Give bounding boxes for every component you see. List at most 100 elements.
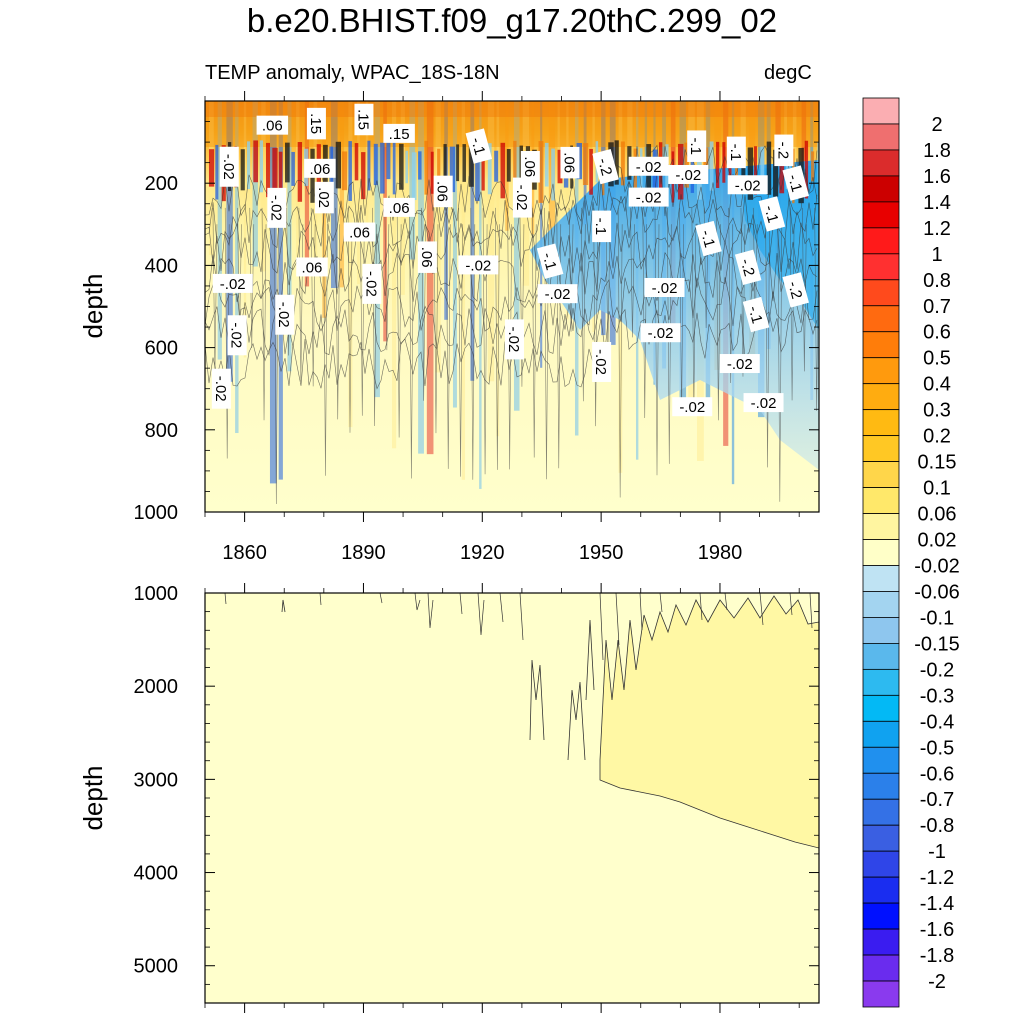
thermocline-stripe xyxy=(418,151,422,180)
colorbar-label: -1.2 xyxy=(920,867,954,889)
anomaly-stripe xyxy=(557,101,560,299)
contour-spike xyxy=(409,207,414,479)
anomaly-stripe xyxy=(252,101,258,267)
contour-label-text: .02 xyxy=(315,187,332,208)
contour-spike xyxy=(445,207,451,469)
y-tick-label: 200 xyxy=(145,173,178,195)
contour-label: .06 xyxy=(417,241,437,273)
anomaly-stripe xyxy=(461,101,466,480)
warm-surface-top xyxy=(205,101,819,117)
contour-label-box xyxy=(628,156,669,176)
contour-label-text: -.1 xyxy=(539,251,560,272)
contour-spike xyxy=(802,207,807,372)
anomaly-stripe xyxy=(269,101,277,484)
colorbar-label: -0.6 xyxy=(920,763,954,785)
contour-label-text: -.02 xyxy=(362,271,379,297)
contour-label-box xyxy=(672,397,713,417)
thermocline-stripe xyxy=(278,151,283,199)
colorbar-box xyxy=(862,409,900,437)
colorbar-box xyxy=(862,123,900,151)
thermocline-stripe xyxy=(760,146,765,186)
contour-label: .06 xyxy=(256,115,289,135)
anomaly-stripe xyxy=(391,101,397,449)
contour-label: -.02 xyxy=(628,156,669,176)
contour-label: -.02 xyxy=(362,263,382,304)
y-tick-label: 3000 xyxy=(134,769,179,791)
contour-label: .06 xyxy=(343,222,376,242)
contour-label-text: -.2 xyxy=(737,257,758,278)
contour-label: -.02 xyxy=(211,368,231,409)
thermocline-stripe xyxy=(804,140,809,199)
contour-label-text: .15 xyxy=(389,126,410,143)
colorbar-label: -0.06 xyxy=(914,581,960,603)
contour-label-text: -.02 xyxy=(679,399,705,416)
contour-label: -.1 xyxy=(536,243,564,279)
contour-label-box xyxy=(314,181,334,214)
contour-label: .06 xyxy=(296,257,328,277)
colorbar-label: -1.8 xyxy=(920,945,954,967)
lower-x-axis xyxy=(204,583,800,1013)
thermocline-stripe xyxy=(544,142,549,187)
contour-label-box xyxy=(211,368,231,409)
colorbar-label: -1.4 xyxy=(920,893,954,915)
contour-label-box xyxy=(219,146,239,187)
anomaly-stripe xyxy=(566,101,569,320)
contour-spike xyxy=(396,207,402,438)
colorbar-label: 0.6 xyxy=(923,322,951,344)
thermocline-stripe xyxy=(373,143,378,186)
thermocline-stripe xyxy=(779,148,785,194)
thermocline-stripe xyxy=(456,144,460,182)
colorbar-box xyxy=(862,902,900,930)
contour-label-box xyxy=(695,220,722,257)
contour-label-text: -.02 xyxy=(675,167,701,184)
contour-label-box xyxy=(304,158,336,178)
colorbar-box xyxy=(862,383,900,411)
thermocline-stripe xyxy=(291,151,295,186)
colorbar-box xyxy=(862,694,900,722)
thermocline-stripe xyxy=(652,149,658,203)
thermocline-stripe xyxy=(380,142,385,194)
anomaly-stripe xyxy=(287,101,292,372)
lower-y-axis-label: depth xyxy=(78,765,108,830)
contour-label-box xyxy=(354,103,374,136)
colorbar-label: -0.15 xyxy=(914,633,960,655)
contour-line xyxy=(205,144,818,225)
y-tick-label: 4000 xyxy=(134,863,179,885)
contour-label-text: .06 xyxy=(309,161,330,178)
contour-spike xyxy=(470,207,476,480)
contour-label: -.02 xyxy=(219,146,239,187)
contour-labels: .06.15.15.15-.02.06-.1.06.06 -.2 -.02-.1 -.… xyxy=(211,103,809,417)
contour-label-text: .06 xyxy=(434,181,451,202)
colorbar-box xyxy=(862,746,900,774)
thermocline-stripe xyxy=(557,149,563,184)
colorbar-label: -2 xyxy=(928,971,946,993)
contour-label-box xyxy=(343,222,376,242)
contour-label: -.1 xyxy=(758,196,786,232)
chart-title: b.e20.BHIST.f09_g17.20thC.299_02 xyxy=(246,2,778,39)
colorbar-label: 1.6 xyxy=(923,166,951,188)
contour-label-box xyxy=(668,164,709,184)
thermocline-stripe xyxy=(487,143,492,195)
contour-label-text: -.2 xyxy=(594,156,615,177)
thermocline-stripe xyxy=(766,141,772,195)
contour-label-box xyxy=(417,241,437,273)
contour-label: -.02 xyxy=(743,393,784,413)
colorbar-label: 1 xyxy=(931,244,942,266)
contour-label-text: -.1 xyxy=(592,218,609,236)
contour-label-box xyxy=(727,175,768,195)
upper-y-axis: 200 400 600 800 1000 xyxy=(134,121,819,524)
contour-label: .15 xyxy=(354,103,374,136)
contour-label-box xyxy=(362,263,382,304)
thermocline-stripe xyxy=(811,151,815,182)
y-tick-label: 2000 xyxy=(134,676,179,698)
contour-label-box xyxy=(256,115,289,135)
thermocline-stripe xyxy=(272,147,278,201)
thermocline-stripe xyxy=(716,141,720,188)
colorbar-label: -0.5 xyxy=(920,737,954,759)
colorbar-label: -0.7 xyxy=(920,789,954,811)
thermocline-stripe xyxy=(215,144,219,200)
contour-label-text: -.02 xyxy=(545,286,571,303)
contour-label: -.2 xyxy=(592,148,619,185)
contour-label-text: -.02 xyxy=(465,257,491,274)
colorbar-box xyxy=(862,980,900,1008)
